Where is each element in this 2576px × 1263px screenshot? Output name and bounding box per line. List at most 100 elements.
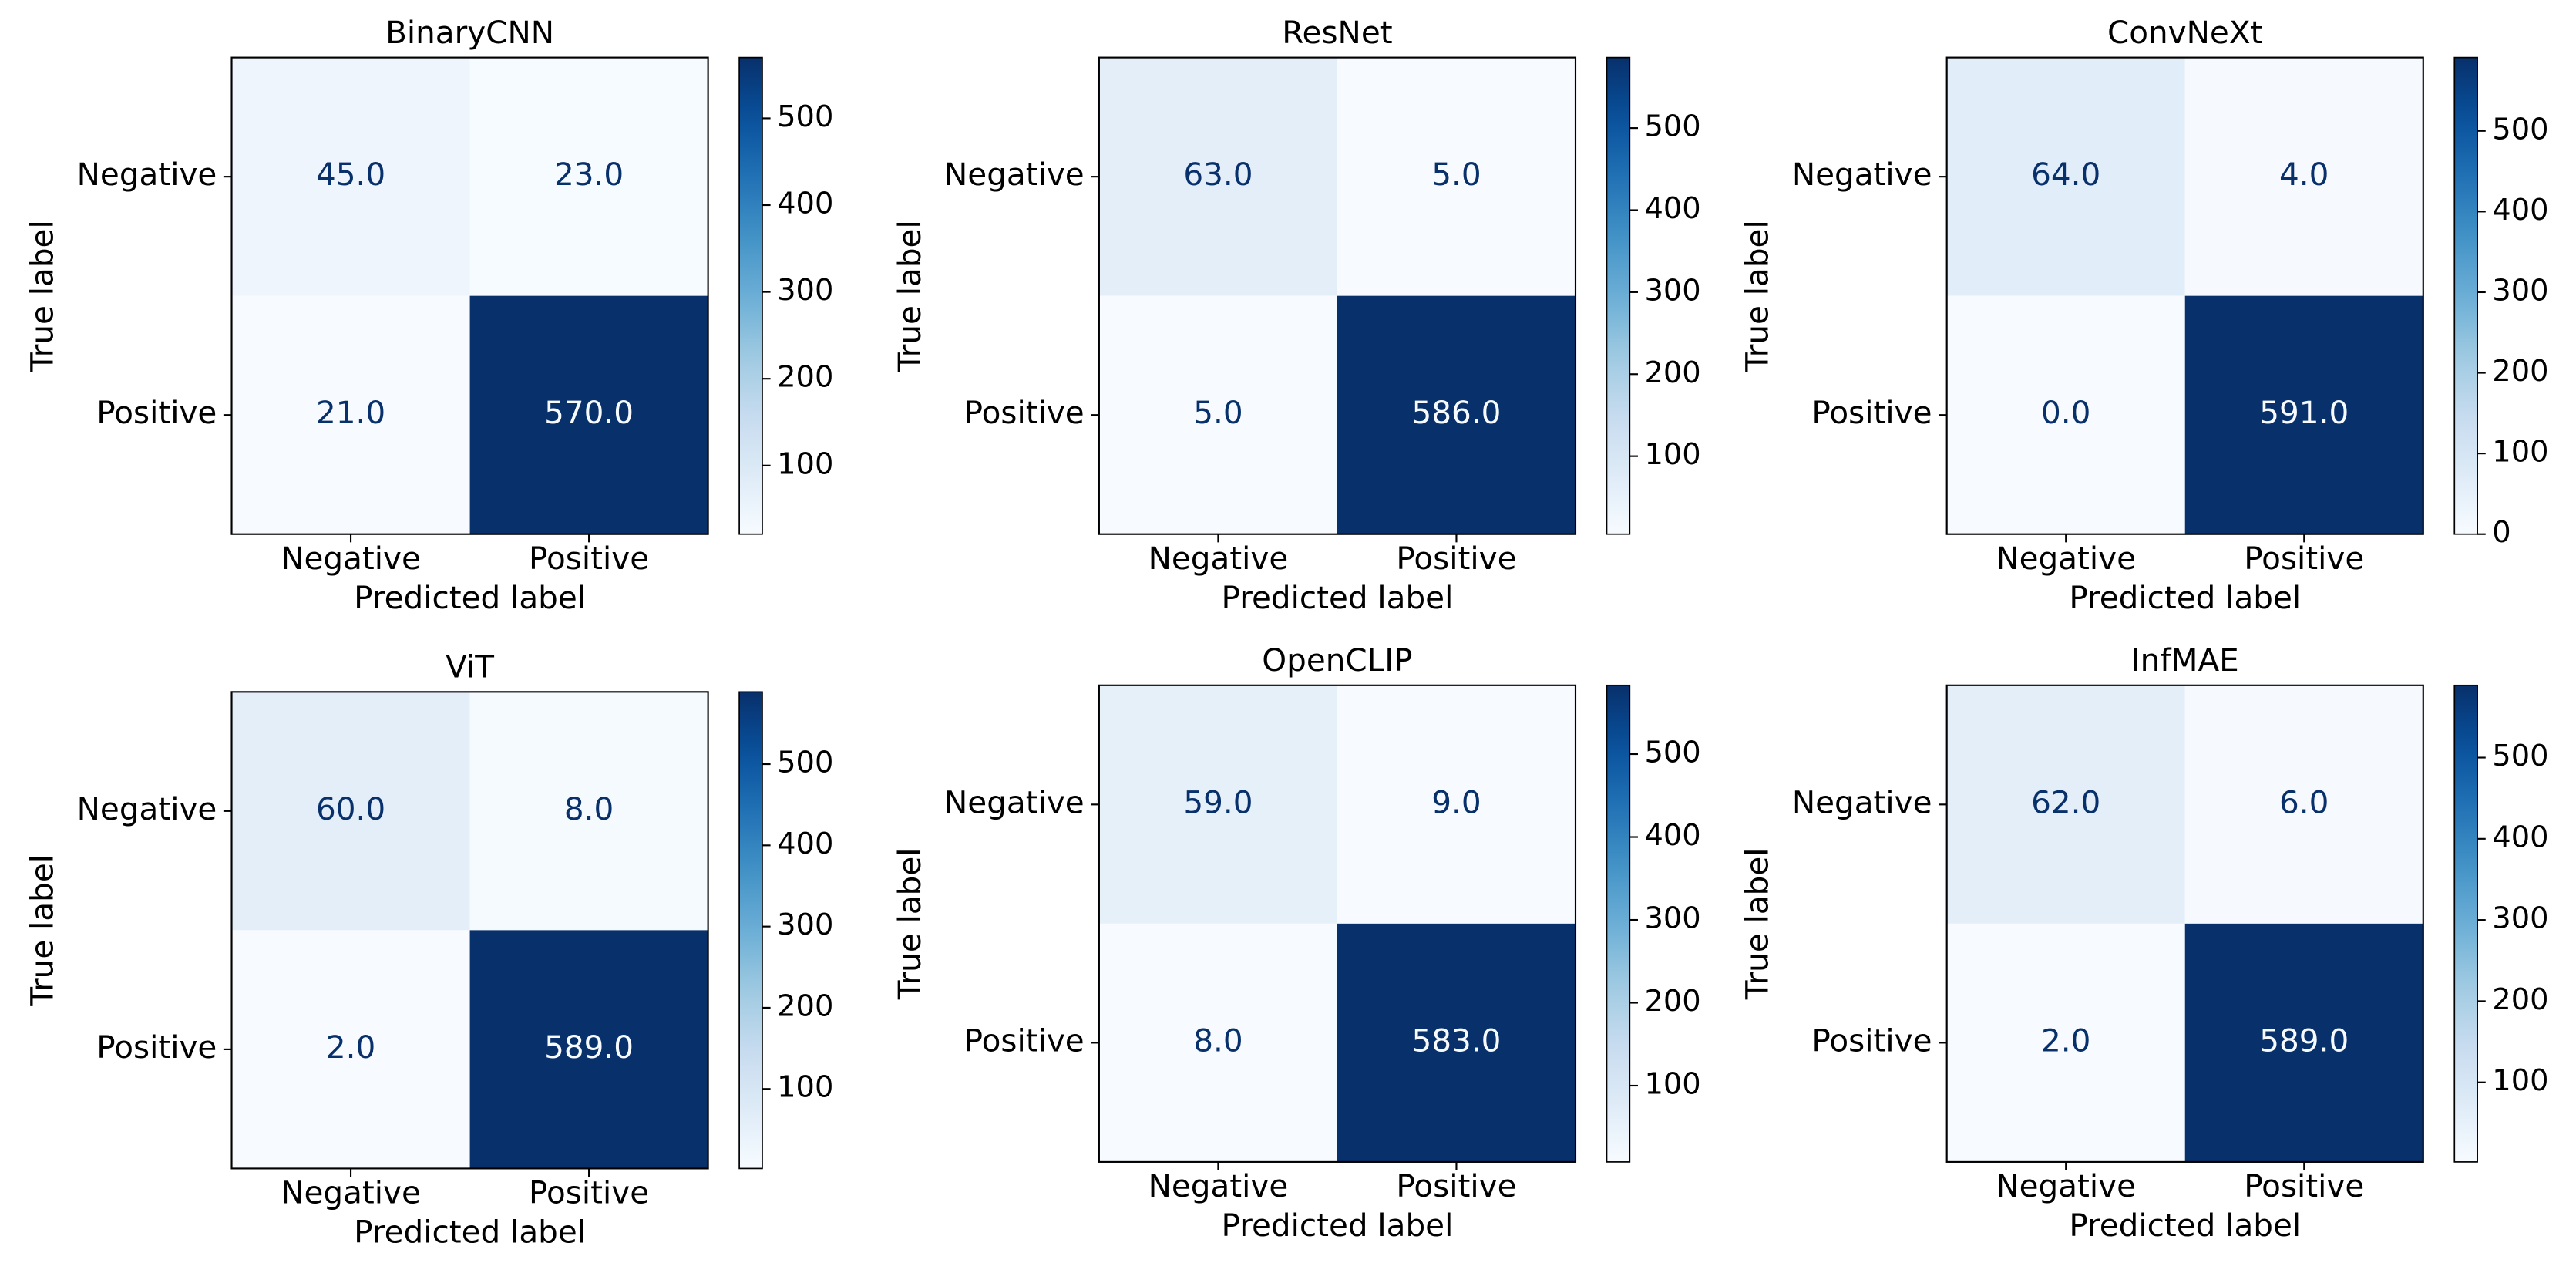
cell-label: 583.0 bbox=[1412, 1022, 1502, 1059]
cell-label: 4.0 bbox=[2279, 156, 2329, 193]
colorbar-tick-label: 100 bbox=[777, 1070, 833, 1105]
cell bbox=[231, 295, 470, 534]
colorbar-tick-label: 500 bbox=[1645, 109, 1701, 144]
colorbar-tick-label: 300 bbox=[1645, 273, 1701, 308]
panel-title: OpenCLIP bbox=[1262, 642, 1412, 679]
y-tick-label: Negative bbox=[1792, 156, 1932, 193]
cell bbox=[1337, 923, 1576, 1162]
cell bbox=[231, 930, 470, 1169]
cell-label: 62.0 bbox=[2031, 783, 2100, 820]
colorbar-tick-label: 200 bbox=[1645, 355, 1701, 390]
x-tick-label: Positive bbox=[2244, 540, 2364, 577]
cell-label: 64.0 bbox=[2031, 156, 2100, 193]
cell bbox=[469, 692, 708, 931]
y-tick-label: Positive bbox=[964, 394, 1085, 431]
colorbar-tick-label: 0 bbox=[2492, 515, 2510, 550]
cell-label: 60.0 bbox=[316, 790, 385, 827]
cell bbox=[2184, 685, 2423, 924]
y-tick-label: Negative bbox=[77, 156, 217, 193]
colorbar-tick-label: 500 bbox=[777, 99, 833, 134]
y-tick-label: Positive bbox=[96, 1029, 217, 1066]
cell-label: 8.0 bbox=[1193, 1022, 1243, 1059]
cell bbox=[469, 57, 708, 296]
colorbar-tick-label: 200 bbox=[1645, 984, 1701, 1019]
cell-label: 63.0 bbox=[1183, 156, 1253, 193]
y-axis-label: True label bbox=[1739, 220, 1776, 372]
colorbar bbox=[1606, 684, 1631, 1163]
matrix-frame bbox=[1945, 56, 2424, 535]
colorbar-tick-label: 200 bbox=[2492, 982, 2548, 1017]
colorbar bbox=[1606, 56, 1631, 535]
cell bbox=[231, 692, 470, 931]
cell bbox=[1098, 57, 1337, 296]
x-tick-label: Negative bbox=[281, 1174, 421, 1211]
colorbar-tick-label: 300 bbox=[777, 908, 833, 942]
panel-title: ResNet bbox=[1282, 14, 1392, 51]
y-tick-label: Negative bbox=[77, 790, 217, 827]
panel-title: InfMAE bbox=[2131, 642, 2239, 679]
colorbar-tick-label: 300 bbox=[2492, 273, 2548, 308]
x-tick-label: Positive bbox=[1396, 1167, 1516, 1204]
cell bbox=[1337, 295, 1576, 534]
y-tick-label: Positive bbox=[964, 1022, 1085, 1059]
y-tick-label: Positive bbox=[1811, 1022, 1932, 1059]
colorbar-tick-label: 400 bbox=[2492, 820, 2548, 854]
colorbar-tick-label: 300 bbox=[777, 273, 833, 308]
cell-label: 586.0 bbox=[1412, 394, 1502, 431]
x-tick-label: Negative bbox=[1996, 540, 2136, 577]
matrix-frame bbox=[230, 56, 709, 535]
colorbar-tick-label: 300 bbox=[1645, 901, 1701, 936]
matrix-frame bbox=[1945, 684, 2424, 1163]
y-tick-label: Negative bbox=[1792, 783, 1932, 820]
cell bbox=[1337, 685, 1576, 924]
matrix-frame bbox=[1098, 56, 1577, 535]
cell bbox=[2184, 57, 2423, 296]
y-axis-label: True label bbox=[24, 220, 61, 372]
cell-label: 2.0 bbox=[2041, 1022, 2090, 1059]
x-tick-label: Negative bbox=[1996, 1167, 2136, 1204]
x-axis-label: Predicted label bbox=[354, 1214, 586, 1251]
colorbar-tick-label: 100 bbox=[2492, 1063, 2548, 1098]
colorbar-tick-label: 200 bbox=[777, 360, 833, 395]
cell-label: 8.0 bbox=[564, 790, 614, 827]
y-tick-label: Negative bbox=[944, 156, 1085, 193]
cell bbox=[2184, 295, 2423, 534]
cell-label: 45.0 bbox=[316, 156, 385, 193]
cell-label: 5.0 bbox=[1193, 394, 1243, 431]
colorbar-tick-label: 500 bbox=[1645, 736, 1701, 770]
cell bbox=[1098, 685, 1337, 924]
colorbar-tick-label: 400 bbox=[1645, 818, 1701, 853]
x-axis-label: Predicted label bbox=[1222, 579, 1454, 616]
cell-label: 59.0 bbox=[1183, 783, 1253, 820]
x-axis-label: Predicted label bbox=[1222, 1207, 1454, 1244]
cell-label: 2.0 bbox=[326, 1029, 375, 1066]
colorbar-tick-label: 400 bbox=[1645, 191, 1701, 226]
colorbar bbox=[738, 691, 763, 1170]
panel-title: BinaryCNN bbox=[385, 14, 554, 51]
y-axis-label: True label bbox=[1739, 847, 1776, 1000]
colorbar-tick-label: 300 bbox=[2492, 901, 2548, 936]
y-axis-label: True label bbox=[24, 854, 61, 1007]
panel-title: ConvNeXt bbox=[2107, 14, 2262, 51]
x-axis-label: Predicted label bbox=[2069, 579, 2301, 616]
matrix-frame bbox=[1098, 684, 1577, 1163]
colorbar bbox=[2453, 684, 2478, 1163]
cell bbox=[1337, 57, 1576, 296]
colorbar-tick-label: 500 bbox=[777, 746, 833, 780]
y-axis-label: True label bbox=[891, 847, 928, 1000]
colorbar-tick-label: 100 bbox=[777, 446, 833, 481]
colorbar-tick-label: 100 bbox=[2492, 435, 2548, 470]
y-tick-label: Positive bbox=[1811, 394, 1932, 431]
x-tick-label: Positive bbox=[529, 540, 649, 577]
colorbar-tick-label: 200 bbox=[777, 989, 833, 1023]
colorbar-tick-label: 100 bbox=[1645, 1067, 1701, 1102]
x-tick-label: Positive bbox=[1396, 540, 1516, 577]
x-tick-label: Negative bbox=[1148, 1167, 1289, 1204]
cell-label: 570.0 bbox=[544, 394, 634, 431]
colorbar-tick-label: 500 bbox=[2492, 112, 2548, 147]
x-tick-label: Positive bbox=[529, 1174, 649, 1211]
colorbar-tick-label: 500 bbox=[2492, 739, 2548, 773]
x-tick-label: Negative bbox=[1148, 540, 1289, 577]
x-axis-label: Predicted label bbox=[2069, 1207, 2301, 1244]
